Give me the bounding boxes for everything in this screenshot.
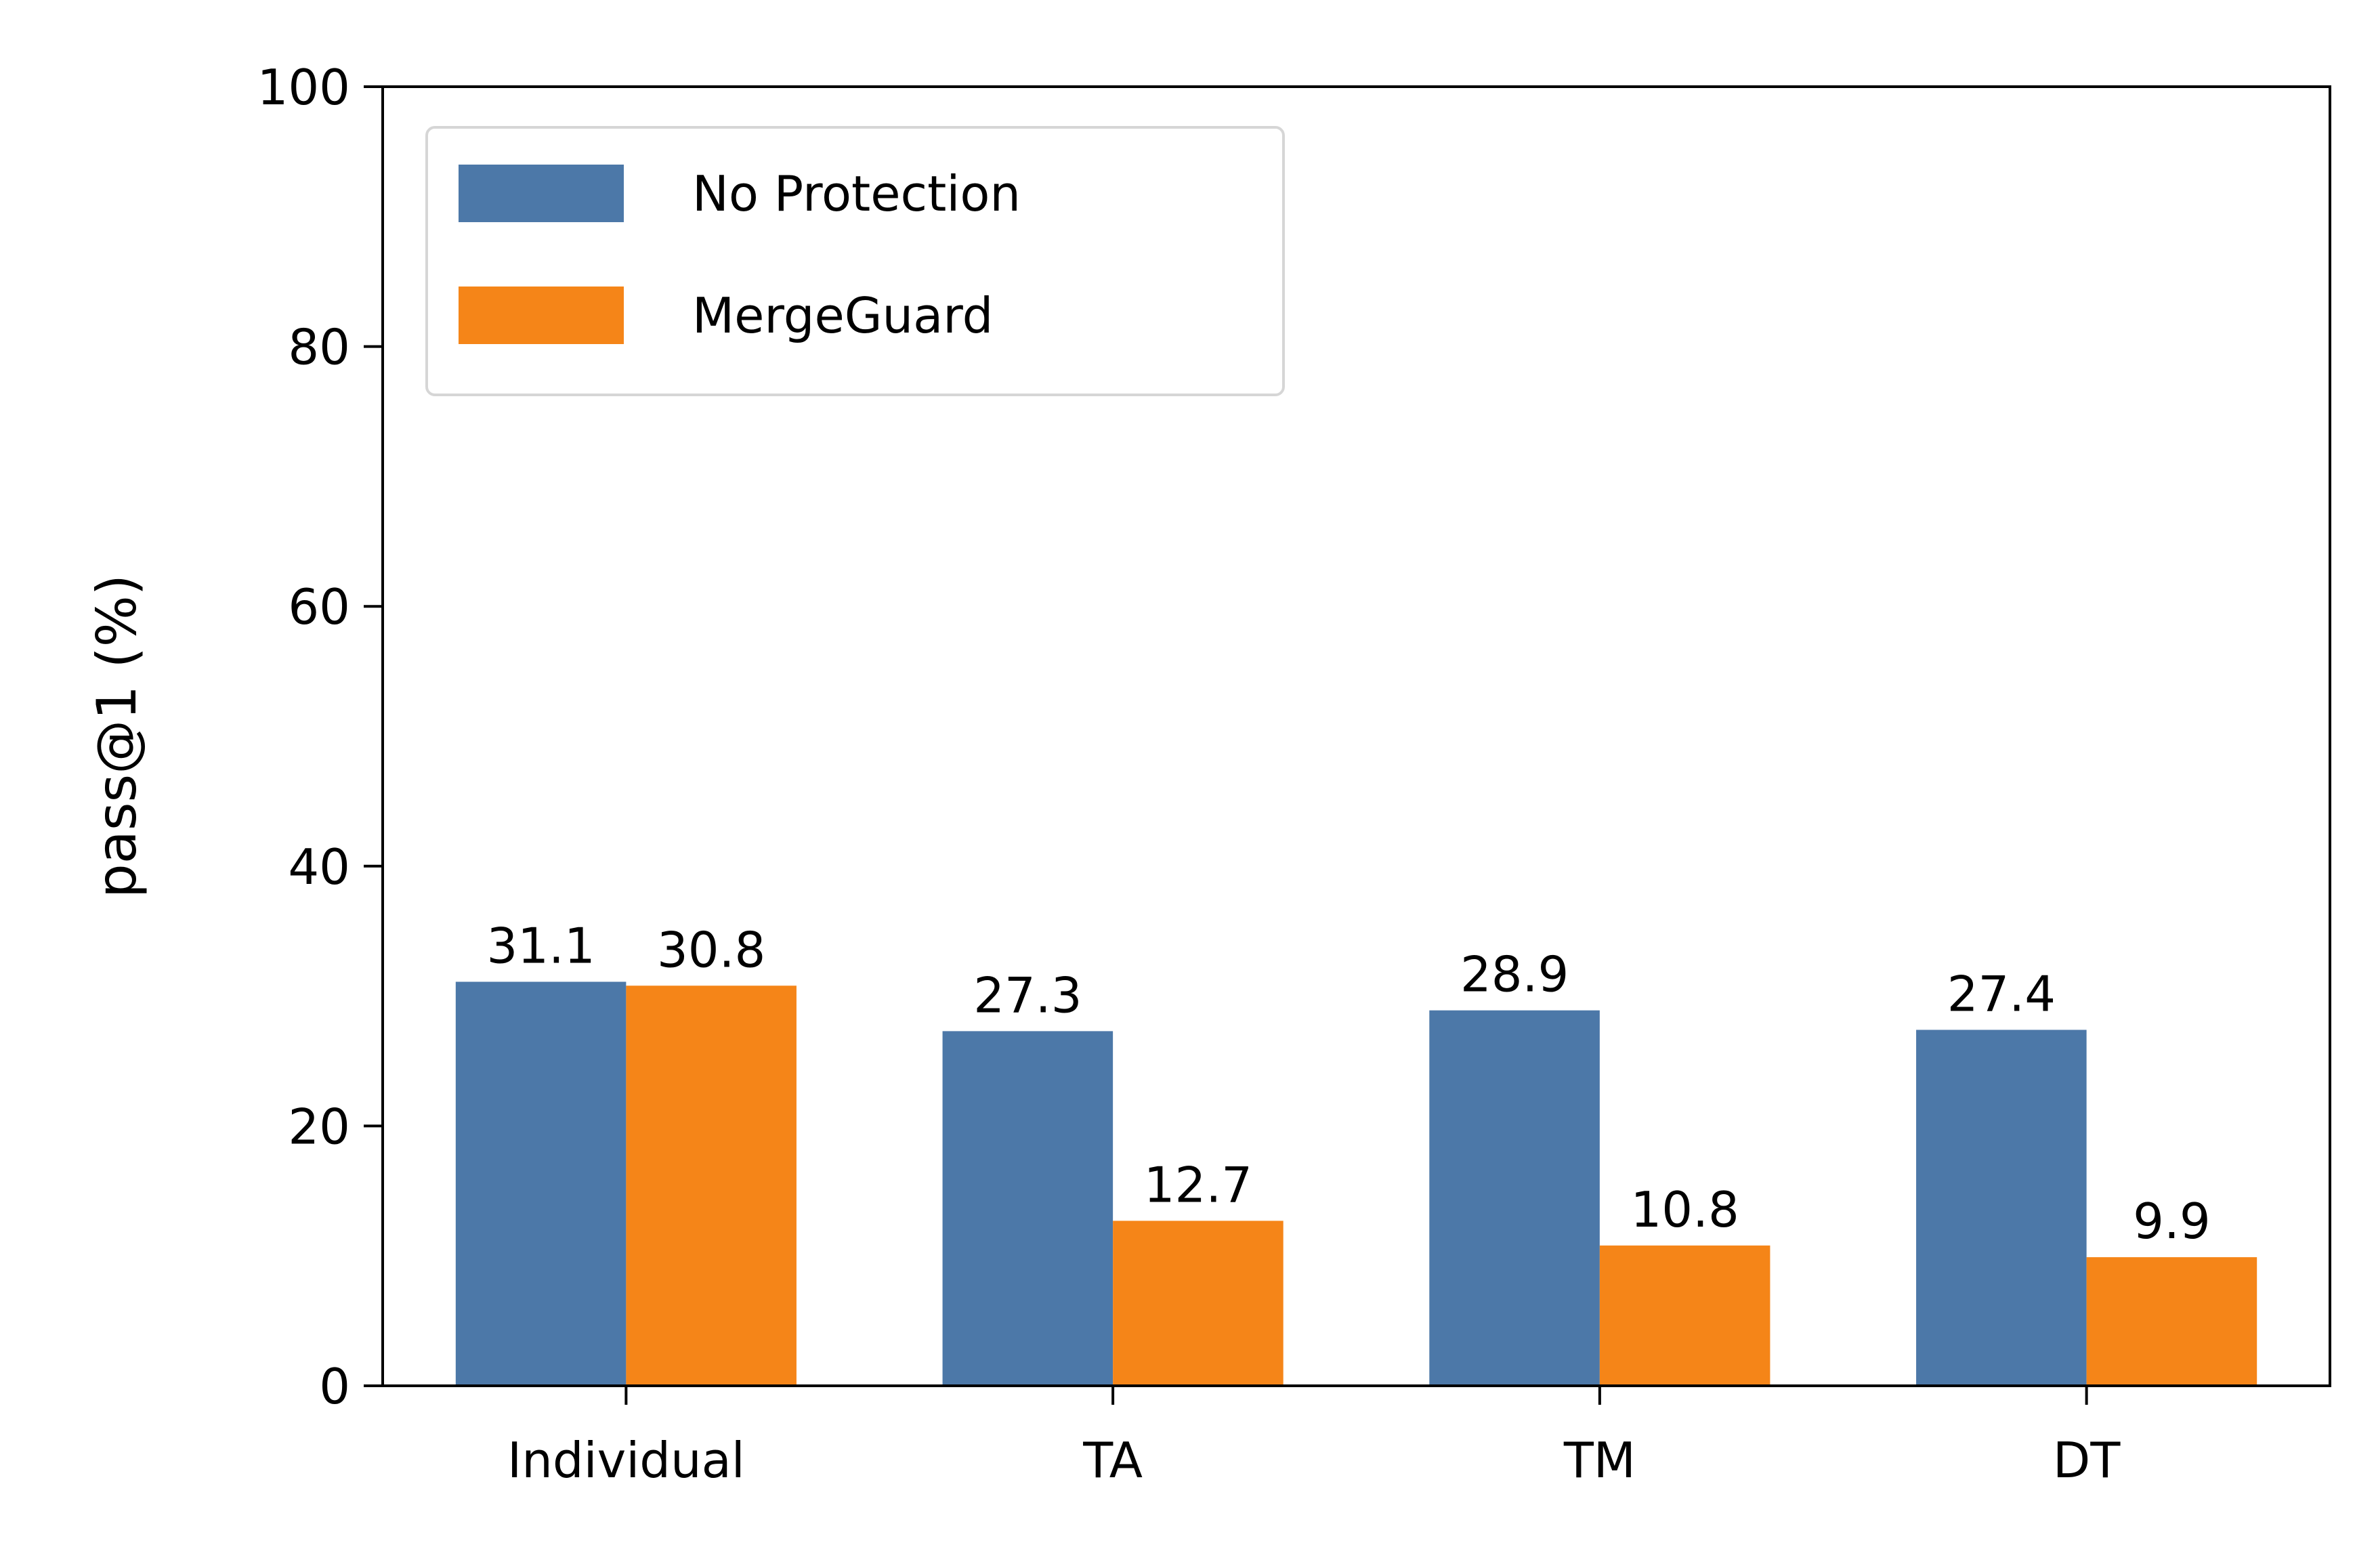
x-tick-label-ta: TA: [1082, 1432, 1143, 1489]
data-label: 27.3: [973, 967, 1082, 1023]
x-tick-label-dt: DT: [2053, 1432, 2121, 1489]
y-tick-label: 0: [319, 1358, 350, 1415]
x-tick-label-individual: Individual: [507, 1432, 745, 1489]
legend-swatch: [459, 165, 624, 222]
legend-label: No Protection: [692, 165, 1021, 222]
data-label: 9.9: [2133, 1193, 2211, 1250]
data-label: 12.7: [1144, 1156, 1252, 1213]
y-tick-label: 40: [288, 839, 350, 895]
y-tick-label: 60: [288, 578, 350, 635]
data-label: 30.8: [657, 921, 765, 978]
data-label: 31.1: [486, 918, 595, 975]
bar-mergeguard-ta: [1113, 1221, 1284, 1386]
y-tick-label: 20: [288, 1098, 350, 1155]
bar-no-protection-ta: [942, 1031, 1113, 1386]
bar-no-protection-individual: [455, 981, 627, 1386]
bar-mergeguard-tm: [1599, 1245, 1770, 1386]
y-axis-label: pass@1 (%): [85, 574, 148, 898]
legend-box: [425, 126, 1285, 396]
y-axis: 0 20 40 60 80 100: [257, 59, 383, 1415]
bar-no-protection-dt: [1916, 1030, 2087, 1386]
data-label: 28.9: [1460, 946, 1569, 1003]
bar-mergeguard-individual: [626, 986, 797, 1386]
legend-swatch: [459, 287, 624, 344]
legend-label: MergeGuard: [692, 287, 993, 344]
data-labels-layer: 31.1 30.8 27.3 12.7 28.9 10.8 27.4 9.9: [486, 918, 2210, 1250]
plot-area-frame: [381, 85, 2331, 1387]
x-tick-label-tm: TM: [1563, 1432, 1636, 1489]
bar-no-protection-tm: [1429, 1010, 1600, 1386]
y-tick-label: 100: [257, 59, 350, 116]
legend: No Protection MergeGuard: [425, 126, 1285, 396]
bars-layer: [455, 981, 2257, 1386]
x-axis: Individual TA TM DT: [507, 1386, 2121, 1489]
y-tick-label: 80: [288, 319, 350, 376]
data-label: 27.4: [1947, 965, 2056, 1022]
bar-mergeguard-dt: [2086, 1257, 2257, 1386]
data-label: 10.8: [1631, 1181, 1739, 1238]
